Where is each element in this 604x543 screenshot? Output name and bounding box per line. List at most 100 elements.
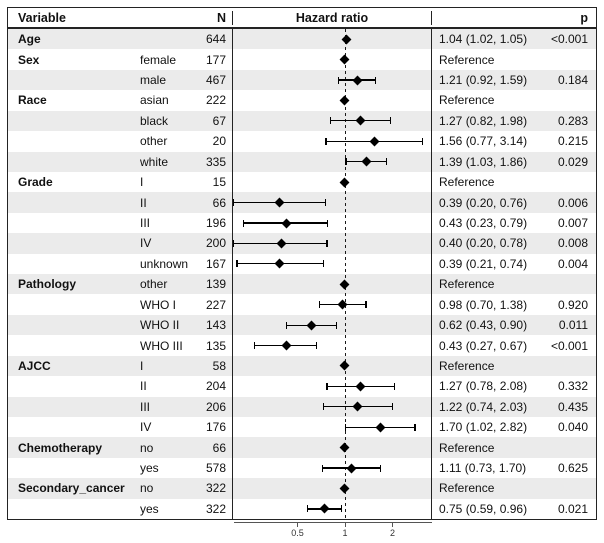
ci-cap-high	[414, 423, 416, 431]
estimate-cell: Reference	[432, 172, 596, 192]
table-row: Chemotherapy no 66 Reference	[8, 437, 596, 458]
estimate-cell: 0.39 (0.20, 0.76) 0.006	[432, 192, 596, 212]
hr-plot-cell	[233, 110, 432, 132]
table-row: Age 644 1.04 (1.02, 1.05) <0.001	[8, 29, 596, 50]
table-row: Secondary_cancer no 322 Reference	[8, 478, 596, 499]
variable-cell: II 66	[8, 192, 233, 213]
estimate-label: Reference	[439, 440, 495, 455]
p-value: 0.435	[557, 399, 588, 414]
variable-cell: II 204	[8, 376, 233, 397]
table-row: unknown 167 0.39 (0.21, 0.74) 0.004	[8, 253, 596, 275]
variable-name: Grade	[18, 175, 53, 190]
estimate-label: Reference	[439, 481, 495, 496]
ci-cap-high	[336, 321, 338, 329]
ci-cap-low	[307, 505, 309, 513]
hr-marker	[339, 361, 349, 371]
estimate-cell: 1.21 (0.92, 1.59) 0.184	[432, 70, 596, 90]
table-row: IV 176 1.70 (1.02, 2.82) 0.040	[8, 417, 596, 438]
table-row: other 20 1.56 (0.77, 3.14) 0.215	[8, 131, 596, 152]
hr-plot-cell	[233, 233, 432, 254]
hr-plot-cell	[233, 355, 432, 377]
ci-cap-low	[337, 76, 339, 84]
hr-plot-cell	[233, 294, 432, 315]
variable-cell: other 20	[8, 131, 233, 152]
subgroup-label: yes	[140, 461, 159, 476]
estimate-label: Reference	[439, 175, 495, 190]
reference-line	[344, 29, 346, 519]
hr-marker	[341, 34, 352, 45]
ci-cap-low	[329, 117, 331, 125]
ci-cap-low	[326, 382, 328, 390]
table-row: II 66 0.39 (0.20, 0.76) 0.006	[8, 192, 596, 213]
ci-cap-low	[318, 301, 321, 309]
header-estimate-cell: p	[432, 11, 596, 25]
subgroup-label: unknown	[140, 256, 189, 271]
estimate-label: 0.43 (0.27, 0.67)	[439, 338, 528, 353]
n-value: 143	[205, 318, 226, 333]
n-value: 204	[205, 379, 226, 394]
estimate-cell: 0.98 (0.70, 1.38) 0.920	[432, 294, 596, 314]
hr-plot-cell	[233, 131, 432, 152]
hr-plot-cell	[233, 90, 432, 111]
ci-cap-high	[375, 76, 377, 84]
ci-cap-low	[236, 260, 238, 268]
hr-marker	[369, 136, 380, 147]
variable-cell: WHO I 227	[8, 294, 233, 315]
axis-tick	[344, 522, 346, 527]
estimate-label: 0.39 (0.20, 0.76)	[439, 195, 528, 210]
variable-cell: white 335	[8, 151, 233, 172]
variable-name: AJCC	[18, 358, 51, 373]
hr-plot-cell	[233, 69, 432, 91]
estimate-cell: 0.75 (0.59, 0.96) 0.021	[432, 499, 596, 519]
ci-cap-high	[327, 219, 329, 227]
ci-cap-high	[324, 199, 326, 207]
estimate-label: Reference	[439, 52, 495, 67]
table-row: male 467 1.21 (0.92, 1.59) 0.184	[8, 69, 596, 91]
hr-plot-cell	[233, 498, 432, 520]
ci-cap-high	[322, 260, 324, 268]
subgroup-label: no	[140, 481, 154, 496]
hr-marker	[361, 156, 372, 167]
table-row: Grade I 15 Reference	[8, 171, 596, 193]
subgroup-label: III	[140, 216, 151, 230]
variable-cell: WHO III 135	[8, 335, 233, 356]
hr-plot-cell	[233, 437, 432, 458]
estimate-label: 0.75 (0.59, 0.96)	[439, 501, 528, 516]
hr-marker	[319, 503, 330, 514]
n-value: 322	[205, 501, 226, 516]
hr-plot-cell	[233, 192, 432, 213]
variable-cell: black 67	[8, 110, 233, 132]
p-value: 0.625	[557, 461, 588, 476]
n-value: 644	[205, 32, 226, 47]
subgroup-label: no	[140, 440, 154, 455]
estimate-cell: 0.43 (0.27, 0.67) <0.001	[432, 335, 596, 355]
axis-tick-label: 2	[389, 527, 395, 538]
ci-cap-high	[365, 301, 367, 309]
hr-plot-cell	[233, 335, 432, 356]
n-value: 135	[205, 338, 226, 353]
p-value: <0.001	[550, 338, 588, 353]
n-value: 167	[205, 256, 226, 271]
header-n-label: N	[216, 10, 226, 25]
estimate-cell: 1.39 (1.03, 1.86) 0.029	[432, 152, 596, 172]
p-value: 0.029	[557, 154, 588, 169]
forest-table: Variable N Hazard ratio p Age 644 1.04 (1.…	[7, 7, 597, 520]
subgroup-label: II	[140, 379, 147, 394]
variable-cell: Chemotherapy no 66	[8, 437, 233, 458]
ci-cap-low	[253, 342, 255, 350]
n-value: 467	[205, 73, 226, 88]
hr-marker	[281, 218, 292, 228]
p-value: 0.184	[557, 73, 588, 88]
hr-marker	[375, 422, 386, 433]
hr-marker	[339, 95, 349, 106]
p-value: 0.215	[557, 134, 588, 149]
p-value: 0.040	[557, 420, 588, 435]
table-row: AJCC I 58 Reference	[8, 355, 596, 377]
hr-plot-cell	[233, 457, 432, 479]
variable-name: Secondary_cancer	[18, 481, 125, 496]
estimate-cell: 0.39 (0.21, 0.74) 0.004	[432, 254, 596, 274]
table-row: Pathology other 139 Reference	[8, 274, 596, 295]
hr-marker	[276, 238, 287, 249]
n-value: 15	[212, 175, 226, 190]
ci-cap-high	[315, 342, 318, 350]
